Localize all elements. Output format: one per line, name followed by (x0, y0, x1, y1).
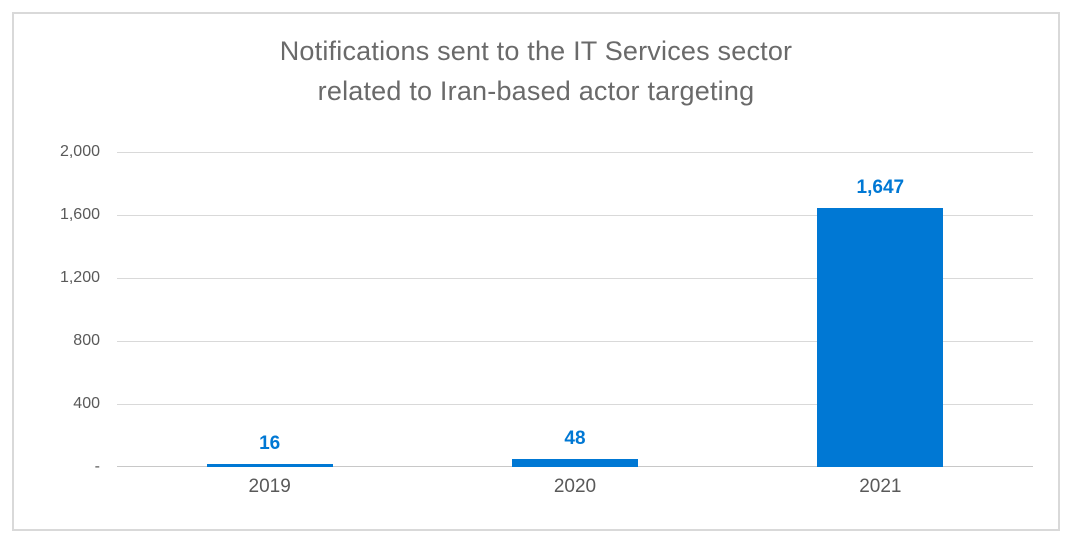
bar-2020 (512, 459, 638, 467)
x-tick-label-2019: 2019 (248, 476, 291, 497)
y-axis-labels: - 400 800 1,200 1,600 2,000 (15, 143, 100, 475)
bar-group-2019: 16 (206, 152, 333, 467)
gridline-800 (117, 341, 1033, 342)
y-tick-label-1600: 1,600 (59, 206, 100, 223)
gridline-2000 (117, 152, 1033, 153)
chart-title-line-1: Notifications sent to the IT Services se… (279, 36, 793, 66)
plot-area: 16 48 1,647 (117, 152, 1033, 467)
gridline-1200 (117, 278, 1033, 279)
bar-value-label-2021: 1,647 (856, 177, 905, 198)
y-tick-label-2000: 2,000 (59, 143, 100, 160)
bar-group-2021: 1,647 (817, 152, 944, 467)
gridline-1600 (117, 215, 1033, 216)
x-axis-labels: 2019 2020 2021 (117, 475, 1033, 503)
y-tick-label-800: 800 (73, 332, 100, 349)
x-tick-label-2021: 2021 (859, 476, 902, 497)
bar-value-label-2020: 48 (564, 428, 586, 449)
y-tick-label-400: 400 (73, 395, 100, 412)
y-tick-label-1200: 1,200 (59, 269, 100, 286)
gridline-400 (117, 404, 1033, 405)
x-tick-label-2020: 2020 (553, 476, 597, 497)
bar-2019 (206, 464, 333, 467)
bar-value-label-2019: 16 (259, 433, 281, 454)
chart-title: Notifications sent to the IT Services se… (0, 31, 1072, 111)
y-tick-label-0: - (94, 458, 100, 475)
bar-group-2020: 48 (512, 152, 638, 467)
bar-2021 (817, 208, 944, 467)
chart-title-line-2: related to Iran-based actor targeting (317, 76, 755, 106)
